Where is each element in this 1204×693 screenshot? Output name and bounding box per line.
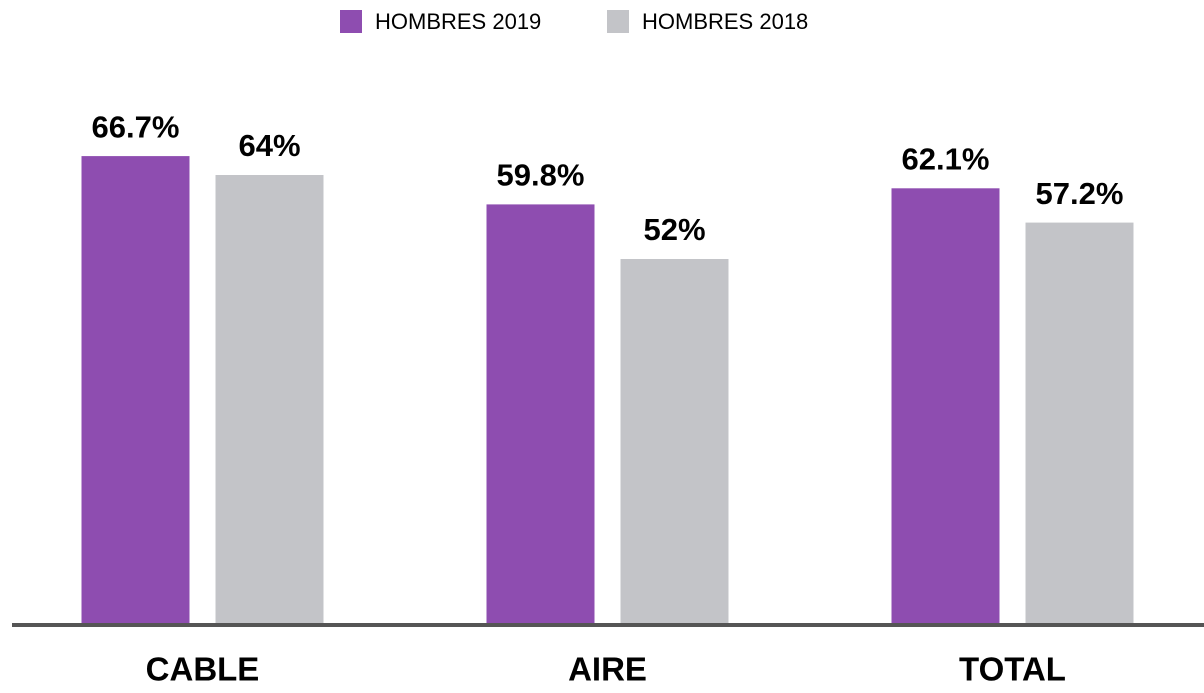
- value-label: 57.2%: [1036, 176, 1124, 211]
- legend-label: HOMBRES 2019: [375, 9, 541, 34]
- x-tick-label: TOTAL: [959, 651, 1066, 688]
- bar: [891, 188, 1000, 624]
- x-tick-label: AIRE: [568, 651, 647, 688]
- bar: [81, 156, 190, 623]
- value-label: 64%: [238, 128, 300, 163]
- bar: [1025, 222, 1134, 623]
- bar: [486, 204, 595, 623]
- bar: [620, 259, 729, 623]
- value-label: 52%: [643, 212, 705, 247]
- bar: [215, 175, 324, 623]
- value-label: 59.8%: [497, 158, 585, 193]
- value-label: 66.7%: [92, 109, 180, 144]
- legend-swatch: [340, 10, 362, 33]
- x-tick-label: CABLE: [146, 651, 260, 688]
- value-label: 62.1%: [902, 141, 990, 176]
- legend-label: HOMBRES 2018: [642, 9, 808, 34]
- legend-swatch: [607, 10, 629, 33]
